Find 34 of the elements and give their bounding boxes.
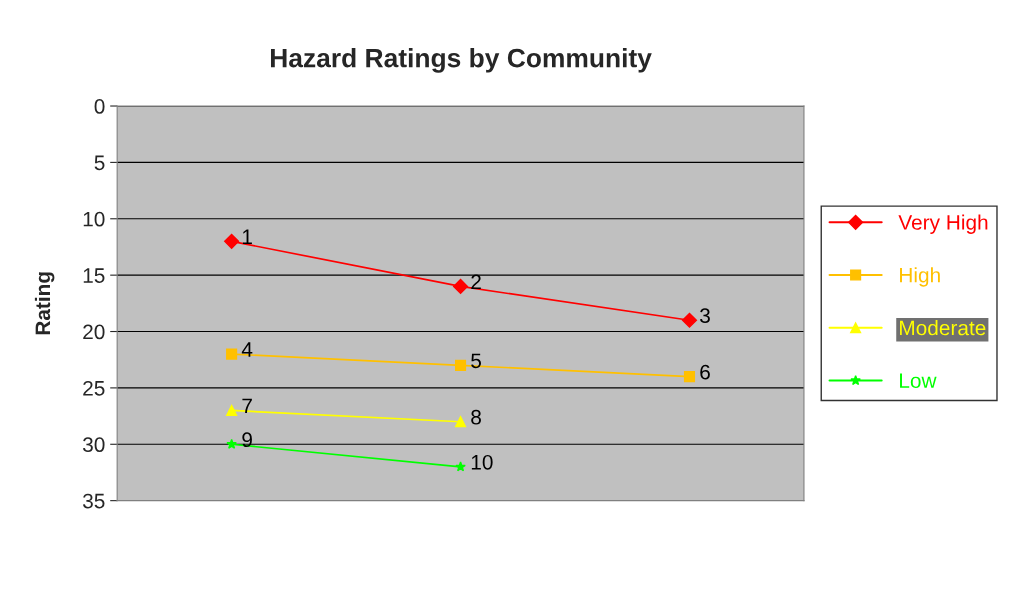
annotation: 8: [471, 409, 481, 425]
annotation: 5: [471, 353, 481, 369]
point: [226, 438, 237, 449]
point: [226, 348, 238, 360]
y-tick-label: 35: [82, 493, 105, 509]
annotation: 3: [700, 308, 710, 324]
y-tick-label: 15: [83, 268, 105, 283]
annotation: 9: [242, 432, 252, 448]
annotation: 4: [241, 342, 253, 357]
point: [452, 278, 469, 294]
annotation: 1: [242, 229, 252, 244]
y-tick-label: 20: [83, 324, 105, 340]
y-tick-label: 25: [83, 380, 105, 396]
y-axis-title: Rating: [34, 272, 55, 335]
point: [683, 371, 696, 383]
annotation: 7: [242, 398, 252, 414]
y-tick-label: 5: [94, 155, 105, 171]
point: [681, 312, 698, 328]
point: [226, 404, 238, 417]
chart-title: Hazard Ratings by Community: [270, 48, 652, 73]
annotation: 10: [471, 454, 493, 470]
y-tick-label: 10: [83, 211, 105, 227]
legend-label: Moderate: [900, 320, 986, 336]
y-tick-label: 0: [94, 99, 105, 114]
point: [455, 416, 467, 428]
legend-label: Low: [900, 373, 937, 389]
point: [224, 233, 240, 249]
y-tick-label: 30: [82, 437, 105, 453]
legend-label: Very High: [898, 214, 988, 234]
point: [455, 461, 466, 472]
annotation: 2: [471, 274, 481, 290]
legend-label: High: [900, 267, 940, 287]
annotation: 6: [700, 364, 710, 380]
point: [455, 359, 467, 371]
